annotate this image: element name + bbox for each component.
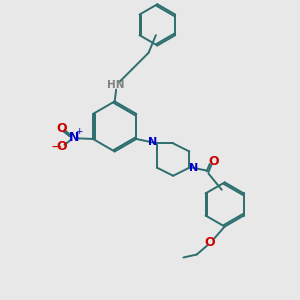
- Text: O: O: [56, 140, 67, 153]
- Text: O: O: [205, 236, 215, 249]
- Text: O: O: [56, 122, 67, 135]
- Text: O: O: [208, 155, 219, 168]
- Text: N: N: [148, 137, 158, 147]
- Text: +: +: [75, 127, 83, 136]
- Text: −: −: [50, 140, 62, 154]
- Text: N: N: [69, 131, 79, 144]
- Text: N: N: [189, 163, 198, 173]
- Text: HN: HN: [107, 80, 125, 90]
